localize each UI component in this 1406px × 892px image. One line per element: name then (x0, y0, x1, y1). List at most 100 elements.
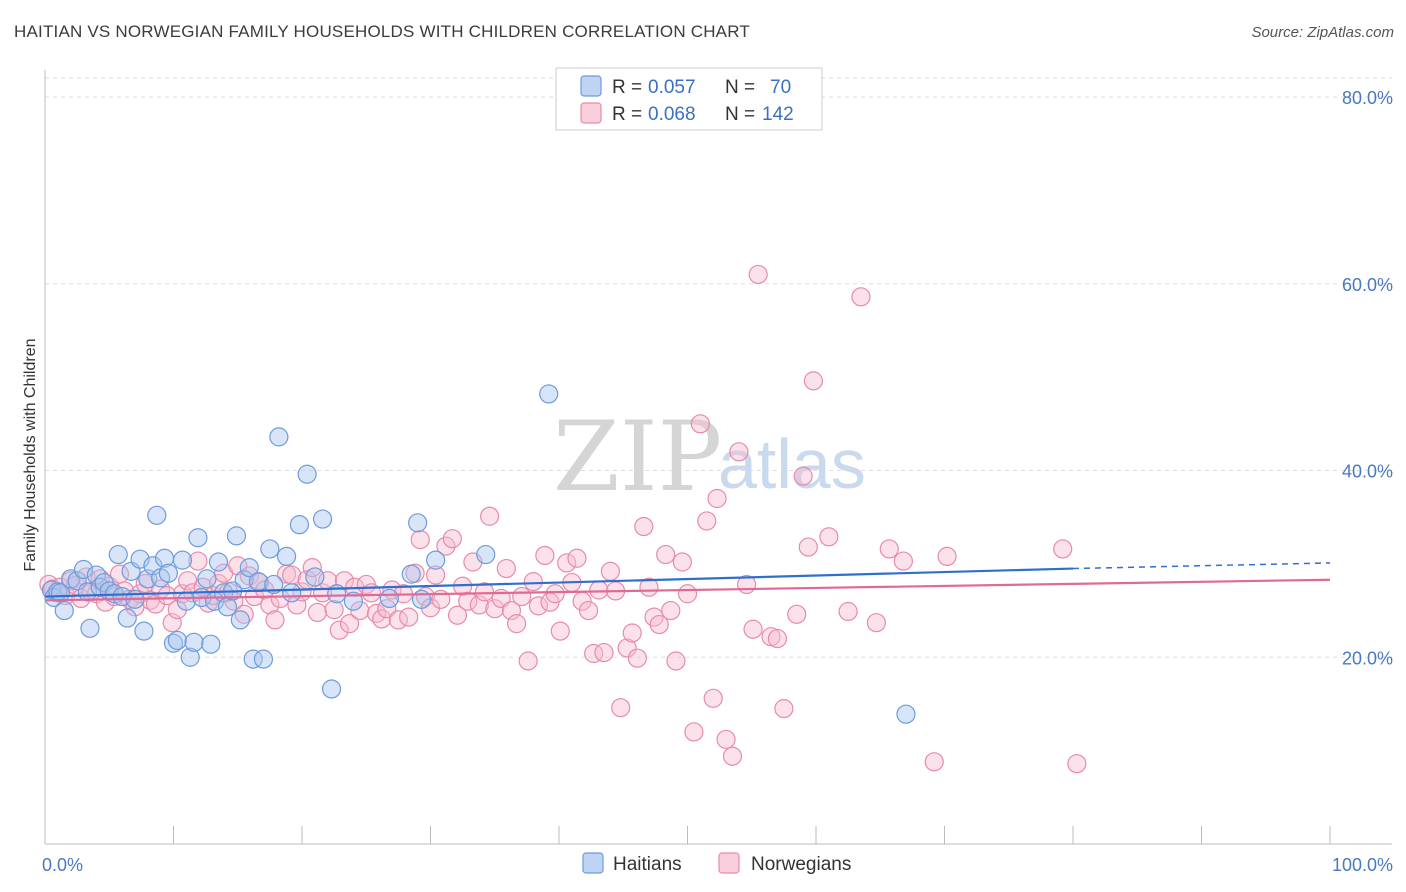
norwegians-point-127 (716, 729, 736, 750)
norwegians-point-99 (557, 553, 577, 573)
haitians-trend-line (44, 567, 1074, 598)
haitians-point-44 (230, 610, 250, 630)
norwegians-point-104 (584, 643, 604, 664)
y-tick-label-1: 40.0% (1342, 462, 1393, 482)
norwegians-point-64 (366, 603, 387, 623)
watermark-zip: ZIP (553, 401, 722, 513)
norwegians-point-129 (729, 442, 749, 462)
haitians-point-52 (269, 427, 289, 447)
haitians-point-47 (243, 649, 263, 669)
bottom-legend-swatch-haitians (582, 852, 604, 874)
watermark-atlas: atlas (718, 425, 866, 503)
norwegians-point-142 (851, 287, 871, 307)
haitians-point-37 (201, 634, 221, 654)
norwegians-point-126 (707, 488, 727, 509)
haitians-point-46 (239, 558, 259, 578)
haitians-point-4 (54, 600, 74, 621)
haitians-point-23 (143, 556, 163, 576)
norwegians-point-131 (743, 619, 763, 639)
haitians-point-50 (260, 539, 280, 559)
norwegians-point-65 (372, 609, 392, 629)
norwegians-point-149 (1067, 754, 1087, 774)
legend-r-value-norwegians: 0.068 (648, 104, 696, 125)
haitians-point-64 (408, 513, 428, 533)
haitians-point-29 (167, 630, 187, 651)
norwegians-point-105 (589, 580, 609, 600)
norwegians-point-109 (611, 698, 631, 718)
norwegians-point-98 (550, 621, 570, 641)
norwegians-point-53 (307, 602, 328, 623)
norwegians-point-141 (838, 601, 858, 622)
chart-title: HAITIAN VS NORWEGIAN FAMILY HOUSEHOLDS W… (14, 22, 750, 41)
legend-n-value-haitians: 70 (770, 77, 791, 98)
norwegians-point-123 (690, 414, 710, 434)
haitians-point-67 (476, 544, 496, 565)
y-axis-label: Family Households with Children (22, 339, 39, 572)
norwegians-point-138 (798, 537, 818, 557)
norwegians-point-147 (937, 546, 957, 567)
y-tick-label-2: 60.0% (1342, 275, 1393, 295)
x-tick-label-1: 100.0% (1332, 855, 1393, 875)
norwegians-point-95 (535, 545, 555, 566)
norwegians-trend-line (44, 578, 1331, 602)
legend-r-label-norwegians: R = (612, 104, 642, 125)
haitians-point-63 (401, 564, 421, 584)
norwegians-point-111 (622, 623, 642, 643)
haitians-point-54 (282, 583, 302, 603)
norwegians-point-136 (787, 604, 807, 624)
source-label: Source: ZipAtlas.com (1251, 24, 1394, 41)
norwegians-point-61 (350, 600, 370, 621)
haitians-point-24 (147, 505, 167, 525)
haitians-point-43 (226, 526, 247, 546)
haitians-point-27 (158, 563, 178, 583)
haitians-point-21 (134, 621, 154, 641)
haitians-point-36 (197, 569, 217, 589)
norwegians-point-137 (793, 466, 813, 486)
norwegians-point-134 (767, 628, 788, 649)
haitians-point-15 (108, 544, 128, 565)
bottom-legend-swatch-norwegians (718, 852, 740, 874)
haitians-point-62 (379, 588, 399, 609)
bottom-legend-haitians: Haitians (613, 854, 682, 875)
norwegians-point-144 (879, 539, 899, 559)
legend-r-value-haitians: 0.057 (648, 77, 696, 98)
norwegians-point-118 (661, 600, 681, 621)
norwegians-point-92 (518, 651, 538, 671)
haitians-point-53 (276, 546, 297, 567)
norwegians-point-146 (924, 752, 944, 772)
haitians-point-34 (188, 528, 208, 548)
norwegians-point-103 (578, 600, 599, 621)
haitians-point-32 (180, 647, 200, 667)
norwegians-point-143 (866, 613, 886, 633)
haitians-point-39 (208, 552, 229, 572)
haitians-point-33 (184, 632, 204, 652)
norwegians-point-88 (496, 558, 516, 579)
legend-n-label-norwegians: N = (725, 104, 755, 125)
norwegians-point-81 (458, 591, 478, 611)
haitians-point-59 (321, 679, 342, 699)
norwegians-point-148 (1053, 539, 1073, 559)
norwegians-point-140 (819, 527, 839, 547)
bottom-legend: Haitians Norwegians (582, 852, 851, 875)
haitians-point-49 (253, 649, 274, 669)
norwegians-point-116 (649, 614, 669, 635)
haitians-point-17 (117, 608, 137, 628)
norwegians-point-110 (617, 638, 637, 658)
norwegians-point-84 (474, 582, 495, 602)
top-legend: R = 0.057 N = 70 R = 0.068 N = 142 (555, 67, 823, 131)
haitians-point-65 (411, 589, 432, 609)
norwegians-point-90 (506, 614, 527, 634)
norwegians-point-45 (265, 610, 285, 630)
norwegians-point-24 (157, 586, 177, 606)
axes (44, 70, 1392, 845)
watermark: ZIP atlas (553, 401, 866, 513)
y-tick-labels: 20.0% 40.0% 60.0% 80.0% (1342, 88, 1393, 668)
haitians-point-69 (896, 704, 916, 724)
y-tick-label-0: 20.0% (1342, 648, 1393, 668)
norwegians-point-101 (567, 548, 587, 568)
norwegians-point-128 (722, 746, 743, 766)
norwegians-point-97 (545, 584, 565, 604)
norwegians-point-78 (442, 529, 462, 549)
haitians-point-56 (297, 464, 317, 484)
